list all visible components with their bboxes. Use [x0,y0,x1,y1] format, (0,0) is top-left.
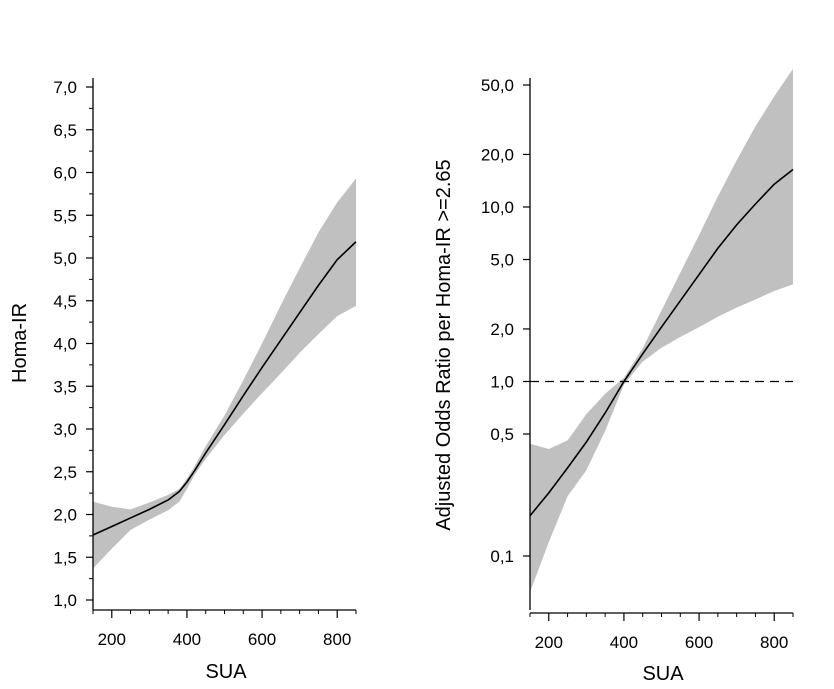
left-y-tick-label: 1,5 [53,548,77,567]
right-x-axis-label: SUA [642,663,684,685]
left-panel: 1,01,52,02,53,03,54,04,55,05,56,06,57,0 … [9,78,357,683]
right-y-ticks: 0,1 0,5 1,0 2,0 5,0 10,0 20,0 50,0 [481,76,530,566]
left-x-tick-label: 600 [248,630,276,649]
right-y-tick-label: 50,0 [481,76,514,95]
right-y-axis-label: Adjusted Odds Ratio per Homa-IR >=2.65 [433,159,455,530]
left-x-ticks: 200 400 600 800 [92,610,357,649]
left-y-tick-label: 4,0 [53,335,77,354]
right-y-tick-label: 1,0 [490,372,514,391]
left-y-tick-label: 5,0 [53,249,77,268]
right-x-tick-label: 200 [535,633,563,652]
left-estimate-line [92,241,357,536]
right-y-tick-label: 20,0 [481,145,514,164]
left-y-tick-label: 6,5 [53,121,77,140]
left-y-tick-label: 3,5 [53,377,77,396]
left-x-axis-label: SUA [205,661,247,683]
right-y-tick-label: 0,1 [490,547,514,566]
left-x-tick-label: 200 [98,630,126,649]
right-estimate-line [529,168,794,517]
right-y-tick-label: 0,5 [490,425,514,444]
right-panel: 0,1 0,5 1,0 2,0 5,0 10,0 20,0 50,0 200 400 600 800… [433,68,794,685]
left-x-tick-label: 400 [173,630,201,649]
left-y-tick-label: 4,5 [53,292,77,311]
right-x-tick-label: 400 [610,633,638,652]
left-y-tick-label: 2,5 [53,463,77,482]
left-ci-band [93,178,356,569]
left-y-ticks: 1,0 1,5 2,0 2,5 3,0 3,5 4,0 4,5 5,0 5,5 6,0 6,5 7,0 [53,78,93,610]
right-y-tick-label: 10,0 [481,198,514,217]
left-y-tick-label: 5,5 [53,206,77,225]
left-y-tick-label: 2,0 [53,506,77,525]
left-y-axis-label: Homa-IR [9,303,31,383]
right-x-tick-label: 600 [685,633,713,652]
right-y-tick-label: 5,0 [490,251,514,270]
left-y-tick-label: 7,0 [53,78,77,97]
left-y-tick-label: 6,0 [53,164,77,183]
left-x-tick-label: 800 [323,630,351,649]
left-y-tick-label: 1,0 [53,591,77,610]
right-ci-band [530,68,793,593]
right-x-ticks: 200 400 600 800 [529,613,794,652]
left-y-tick-label: 3,0 [53,420,77,439]
right-x-tick-label: 800 [760,633,788,652]
right-y-tick-label: 2,0 [490,320,514,339]
